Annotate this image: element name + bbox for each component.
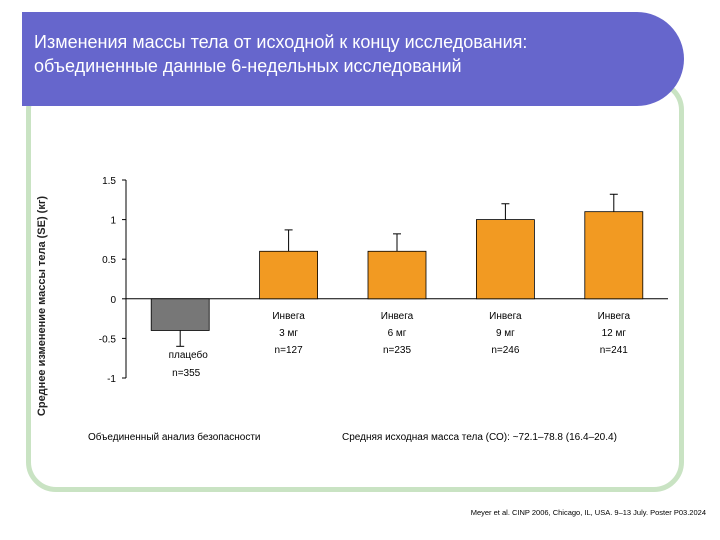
bar-2	[259, 250, 319, 300]
category-label-4: Инвега	[489, 311, 522, 322]
bar-1	[150, 298, 210, 331]
category-label-2: Инвега	[272, 311, 305, 322]
category-dose-5: 12 мг	[602, 328, 627, 339]
y-tick-label: -0.5	[99, 334, 117, 345]
category-dose-4: 9 мг	[496, 328, 515, 339]
category-label-1: плацебо	[169, 349, 209, 361]
y-tick-label: 1.5	[102, 176, 116, 187]
source-citation: Meyer et al. CINP 2006, Chicago, IL, USA…	[470, 508, 706, 517]
category-n-5: n=241	[600, 345, 629, 356]
y-tick-label: 0	[110, 295, 116, 306]
category-n-2: n=127	[275, 345, 304, 356]
y-tick-label: 1	[110, 216, 116, 227]
category-dose-2: 3 мг	[279, 328, 298, 339]
footer-right-note: Средняя исходная масса тела (СО): ~72.1–…	[342, 432, 617, 443]
footer-left-note: Объединенный анализ безопасности	[88, 432, 261, 443]
title-banner	[22, 12, 684, 106]
bar-3	[367, 250, 427, 300]
category-n-4: n=246	[491, 345, 520, 356]
category-n-1: n=355	[172, 368, 201, 379]
slide-title: Изменения массы тела от исходной к концу…	[34, 30, 674, 78]
y-tick-label: -1	[107, 374, 116, 385]
y-tick-label: 0.5	[102, 255, 116, 266]
category-dose-3: 6 мг	[388, 328, 407, 339]
bar-4	[475, 219, 535, 300]
title-line-1: Изменения массы тела от исходной к концу…	[34, 32, 528, 52]
category-label-5: Инвега	[598, 311, 631, 322]
title-line-2: объединенные данные 6-недельных исследов…	[34, 56, 462, 76]
bar-5	[584, 211, 644, 300]
category-n-3: n=235	[383, 345, 412, 356]
category-label-3: Инвега	[381, 311, 414, 322]
